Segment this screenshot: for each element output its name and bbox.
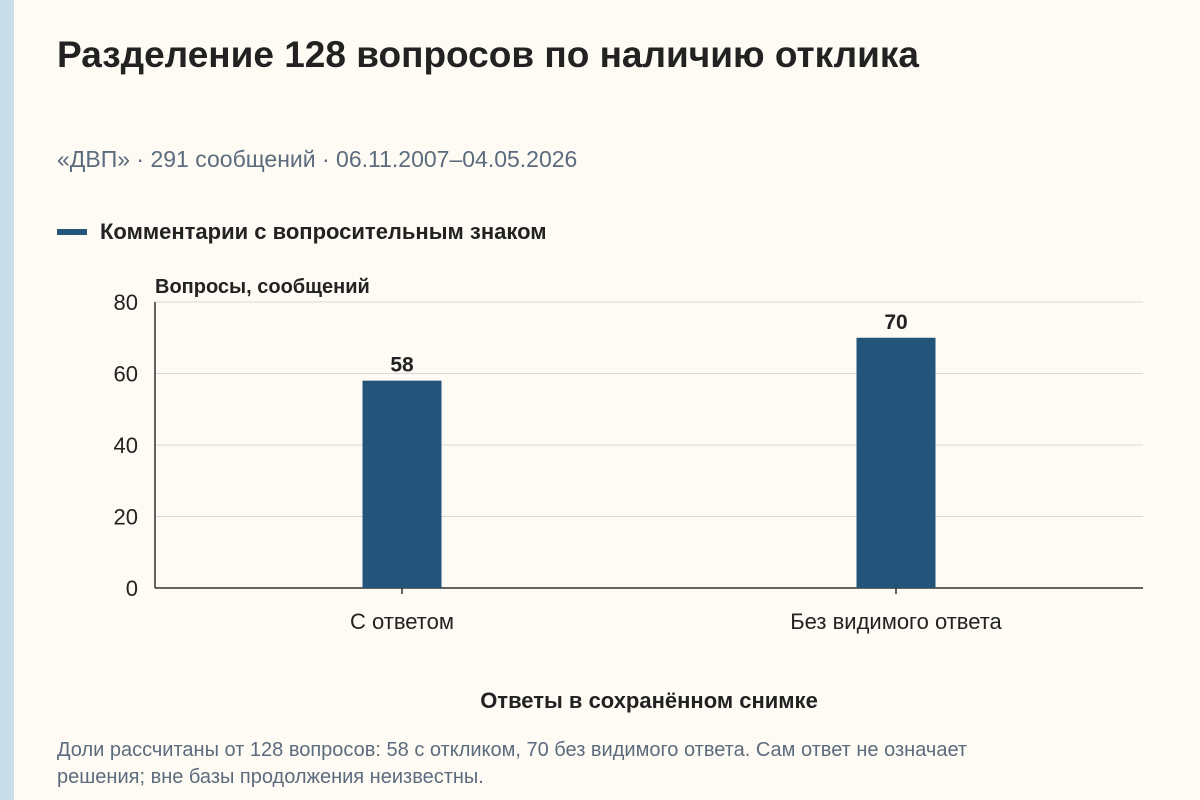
y-tick-label: 40 (114, 433, 138, 458)
legend: Комментарии с вопросительным знаком (57, 219, 547, 245)
legend-label: Комментарии с вопросительным знаком (100, 219, 547, 244)
y-tick-label: 20 (114, 505, 138, 530)
legend-swatch (57, 229, 87, 235)
data-label: 58 (390, 354, 414, 377)
y-axis-label: Вопросы, сообщений (155, 276, 370, 298)
chart-subtitle: «ДВП» · 291 сообщений · 06.11.2007–04.05… (57, 146, 578, 172)
data-label: 70 (884, 311, 907, 334)
x-axis-label: Ответы в сохранённом снимке (480, 688, 818, 713)
x-tick-label: Без видимого ответа (790, 609, 1002, 634)
footnote: Доли рассчитаны от 128 вопросов: 58 с от… (57, 739, 968, 788)
bar (362, 380, 442, 588)
bar (856, 337, 936, 588)
x-tick-label: С ответом (350, 609, 454, 634)
y-tick-label: 60 (114, 362, 138, 387)
y-tick-label: 80 (114, 290, 138, 315)
y-tick-label: 0 (126, 576, 138, 601)
chart-title: Разделение 128 вопросов по наличию откли… (57, 34, 919, 75)
bar-chart: 0 20 40 60 80 Вопросы, сообщений 58 С ответом 70… (114, 276, 1143, 713)
left-accent-strip (0, 0, 14, 800)
